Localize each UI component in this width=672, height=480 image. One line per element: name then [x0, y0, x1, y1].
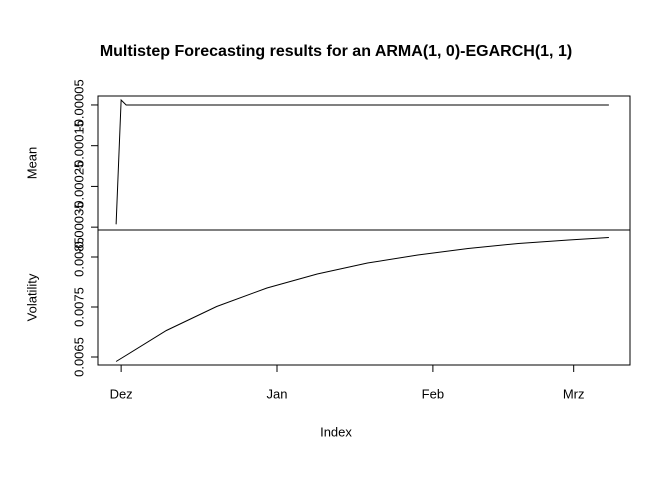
line	[115, 237, 609, 362]
x-tick-label: Feb	[422, 386, 444, 401]
y-tick-label: -0.00005	[71, 79, 86, 130]
x-tick-label: Jan	[267, 386, 288, 401]
y-tick-label: -0.00015	[71, 120, 86, 171]
line	[115, 98, 609, 225]
x-tick-label: Dez	[110, 386, 133, 401]
y-axis-label: Volatility	[24, 273, 39, 321]
y-tick-label: 0.0065	[71, 337, 86, 377]
y-tick-label: -0.00025	[71, 161, 86, 212]
chart-title: Multistep Forecasting results for an ARM…	[100, 43, 572, 60]
y-axis-label: Mean	[24, 147, 39, 180]
panel-box	[97, 95, 631, 231]
y-tick-label: 0.0075	[71, 287, 86, 327]
x-axis-label: Index	[320, 424, 352, 439]
x-tick-label: Mrz	[563, 386, 585, 401]
y-tick-label: 0.0085	[71, 237, 86, 277]
panel-box	[97, 229, 631, 366]
y-tick-label: -0.00035	[71, 201, 86, 252]
